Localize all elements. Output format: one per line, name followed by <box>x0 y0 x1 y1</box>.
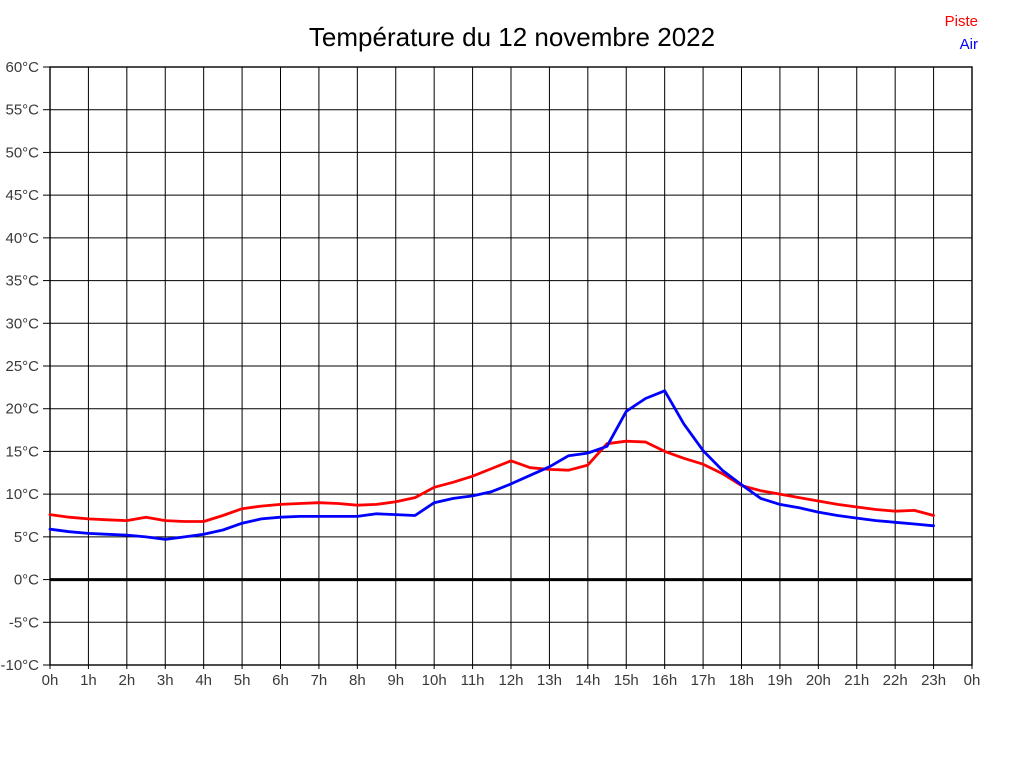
x-tick-label: 0h <box>964 672 981 689</box>
y-tick-label: 20°C <box>5 401 39 418</box>
x-tick-label: 17h <box>691 672 716 689</box>
x-tick-label: 20h <box>806 672 831 689</box>
plot-frame <box>49 66 973 666</box>
x-tick-label: 14h <box>575 672 600 689</box>
x-tick-label: 11h <box>461 672 485 689</box>
legend-item-air: Air <box>959 36 978 53</box>
x-tick-label: 9h <box>387 672 404 689</box>
x-tick-label: 19h <box>767 672 792 689</box>
y-tick-label: 15°C <box>5 443 39 460</box>
series-line-air <box>48 389 935 541</box>
y-tick-label: 30°C <box>5 315 39 332</box>
y-tick-label: 45°C <box>5 187 39 204</box>
y-tick-label: 40°C <box>5 230 39 247</box>
y-tick-label: 5°C <box>14 529 39 546</box>
x-tick-label: 12h <box>498 672 523 689</box>
x-tick-label: 0h <box>42 672 59 689</box>
series-line-piste <box>48 439 935 523</box>
x-tick-label: 7h <box>311 672 328 689</box>
y-tick-label: 35°C <box>5 273 39 290</box>
x-tick-label: 8h <box>349 672 366 689</box>
chart-title: Température du 12 novembre 2022 <box>308 22 716 52</box>
legend: Piste Air <box>945 10 978 56</box>
y-tick-label: 55°C <box>5 102 39 119</box>
x-tick-label: 22h <box>883 672 908 689</box>
x-tick-label: 6h <box>272 672 289 689</box>
x-tick-label: 4h <box>195 672 212 689</box>
y-tick-label: -10°C <box>0 657 39 674</box>
x-tick-label: 2h <box>118 672 135 689</box>
y-tick-label: 25°C <box>5 358 39 375</box>
x-tick-label: 16h <box>652 672 677 689</box>
x-tick-label: 1h <box>80 672 97 689</box>
y-tick-label: -5°C <box>9 614 39 631</box>
x-tick-label: 5h <box>234 672 251 689</box>
y-tick-label: 60°C <box>5 59 39 76</box>
plot-area: 60°C 55°C 50°C 45°C 40°C 35°C 30°C 25°C 20°C 15°C… <box>0 59 980 689</box>
legend-item-piste: Piste <box>944 13 978 30</box>
y-tick-label: 50°C <box>5 144 39 161</box>
x-tick-label: 18h <box>729 672 754 689</box>
x-tick-label: 23h <box>921 672 946 689</box>
y-tick-label: 0°C <box>14 572 39 589</box>
y-tick-label: 10°C <box>5 486 39 503</box>
x-tick-label: 15h <box>614 672 639 689</box>
x-tick-label: 10h <box>422 672 447 689</box>
x-tick-label: 3h <box>157 672 174 689</box>
x-tick-label: 21h <box>844 672 869 689</box>
x-tick-label: 13h <box>537 672 562 689</box>
